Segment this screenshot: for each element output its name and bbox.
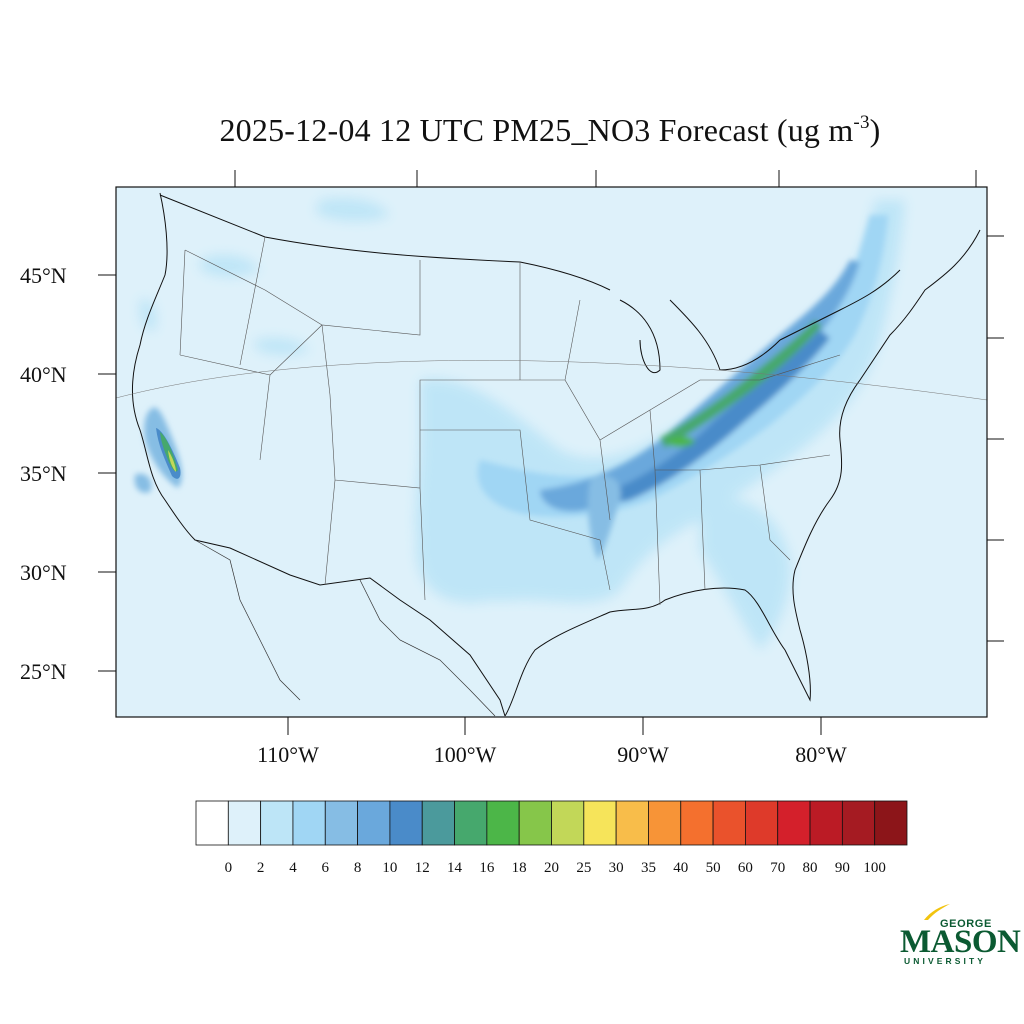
colorbar-swatch (551, 800, 585, 846)
right-ticks (987, 235, 1004, 642)
colorbar-swatch (260, 800, 294, 846)
plume-california (134, 407, 182, 493)
colorbar-label: 20 (544, 860, 559, 876)
colorbar-swatch (777, 800, 811, 846)
colorbar-label: 70 (770, 860, 785, 876)
colorbar-swatch (680, 800, 714, 846)
title-exponent: -3 (853, 112, 870, 133)
colorbar-label: 90 (835, 860, 850, 876)
colorbar-label: 25 (576, 860, 591, 876)
logo-line2: MASON (900, 924, 1021, 960)
lat-labels: 45°N 40°N 35°N 30°N 25°N (20, 263, 67, 684)
colorbar-swatch (389, 800, 423, 846)
colorbar-swatch (486, 800, 520, 846)
lon-label: 100°W (434, 742, 497, 767)
great-lakes (619, 269, 901, 373)
colorbar-swatch (712, 800, 746, 846)
colorbar-swatch (357, 800, 391, 846)
lon-labels: 110°W 100°W 90°W 80°W (257, 742, 847, 767)
lon-label: 90°W (617, 742, 669, 767)
lat-label: 40°N (20, 362, 67, 387)
colorbar-label: 50 (706, 860, 721, 876)
colorbar-label: 100 (863, 860, 886, 876)
plume-idaho (255, 338, 310, 355)
plume-green-core (668, 436, 695, 447)
colorbar-label: 30 (609, 860, 624, 876)
state-lines (179, 236, 841, 606)
colorbar-swatch (421, 800, 455, 846)
colorbar-label: 16 (479, 860, 495, 876)
colorbar-label: 60 (738, 860, 753, 876)
colorbar-label: 10 (382, 860, 397, 876)
coastlines (132, 192, 981, 717)
concentration-field (134, 198, 905, 650)
logo-swoosh-icon (924, 904, 950, 920)
colorbar-swatch (227, 800, 262, 846)
mexico-border (194, 539, 496, 717)
colorbar-label: 0 (225, 860, 233, 876)
top-ticks (234, 170, 977, 187)
colorbar-swatch (809, 800, 843, 846)
colorbar-label: 14 (447, 860, 463, 876)
graticule (116, 360, 987, 401)
plume-midwest-inner (540, 260, 860, 512)
plume-southeast (700, 497, 791, 650)
title-close: ) (869, 112, 881, 148)
colorbar-swatch (324, 800, 358, 846)
lon-label: 80°W (795, 742, 847, 767)
colorbar-label: 6 (322, 860, 330, 876)
colorbar-swatch (615, 800, 649, 846)
gmu-logo: GEORGE MASON UNIVERSITY (894, 900, 1021, 970)
logo-line1: GEORGE (940, 918, 992, 930)
lat-label: 45°N (20, 263, 67, 288)
colorbar-swatch (583, 800, 617, 846)
colorbar-label: 8 (354, 860, 362, 876)
us-outline (132, 192, 981, 717)
map-frame (115, 186, 988, 718)
colorbar-swatch (648, 800, 682, 846)
plume-montana (315, 198, 390, 222)
colorbar-swatch (292, 800, 326, 846)
lat-label: 30°N (20, 560, 67, 585)
colorbar-swatch (745, 800, 779, 846)
colorbar-label: 12 (415, 860, 430, 876)
chart-title: 2025-12-04 12 UTC PM25_NO3 Forecast (ug … (0, 112, 1024, 149)
plume-green-belt (660, 320, 822, 448)
colorbar-label: 40 (673, 860, 688, 876)
colorbar-swatch (841, 800, 876, 846)
lon-label: 110°W (257, 742, 319, 767)
colorbar-swatch (874, 800, 908, 846)
lat-label: 25°N (20, 659, 67, 684)
colorbar-swatch (454, 800, 488, 846)
colorbar-label: 4 (289, 860, 297, 876)
northern-border (159, 194, 611, 291)
colorbar-label: 80 (803, 860, 818, 876)
plume-texas (416, 516, 522, 603)
colorbar: 0 2 4 6 8 10 12 14 16 18 20 25 30 35 40 50 60 70 80 90 100 (195, 800, 908, 876)
colorbar-swatch (518, 800, 552, 846)
title-text: 2025-12-04 12 UTC PM25_NO3 Forecast (ug … (219, 112, 854, 148)
left-ticks (98, 274, 116, 672)
colorbar-label: 18 (512, 860, 527, 876)
colorbar-label: 2 (257, 860, 265, 876)
colorbar-swatch (195, 800, 229, 846)
colorbar-label: 35 (641, 860, 656, 876)
logo-line3: UNIVERSITY (904, 956, 987, 966)
bottom-ticks (287, 717, 822, 735)
plume-northwest (200, 254, 260, 277)
lat-label: 35°N (20, 461, 67, 486)
